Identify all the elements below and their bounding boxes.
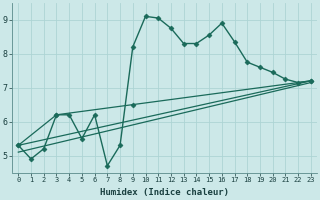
X-axis label: Humidex (Indice chaleur): Humidex (Indice chaleur): [100, 188, 229, 197]
